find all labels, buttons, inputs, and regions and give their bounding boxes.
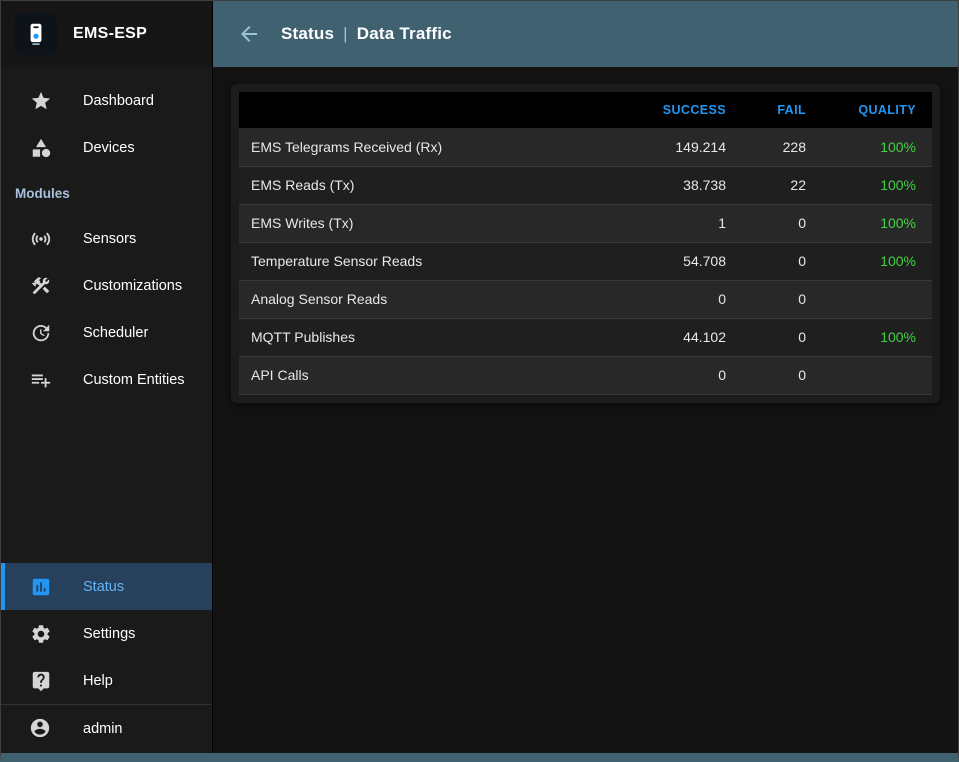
app-logo-row: EMS-ESP	[1, 1, 212, 67]
row-quality-value: 100%	[822, 242, 932, 281]
table-row: API Calls 0 0	[239, 356, 932, 395]
sidebar-item-sensors[interactable]: Sensors	[1, 215, 212, 262]
sidebar-item-dashboard[interactable]: Dashboard	[1, 77, 212, 124]
data-traffic-card: SUCCESS FAIL QUALITY EMS Telegrams Recei…	[231, 84, 940, 403]
sidebar-user-admin[interactable]: admin	[1, 704, 212, 753]
sidebar-item-status[interactable]: Status	[1, 563, 212, 610]
playlist-add-icon	[29, 368, 53, 392]
row-label: EMS Reads (Tx)	[239, 166, 622, 205]
sidebar-item-customizations[interactable]: Customizations	[1, 262, 212, 309]
row-success-value: 44.102	[622, 318, 742, 357]
schedule-icon	[29, 321, 53, 345]
sidebar: EMS-ESP Dashboard Devices Modules	[1, 1, 213, 753]
appbar: Status | Data Traffic	[213, 1, 958, 67]
row-label: API Calls	[239, 356, 622, 395]
row-fail-value: 0	[742, 356, 822, 395]
sidebar-item-scheduler[interactable]: Scheduler	[1, 309, 212, 356]
column-header-success: SUCCESS	[622, 92, 742, 128]
sidebar-nav: Dashboard Devices Modules Sensors Cus	[1, 67, 212, 704]
content-area: SUCCESS FAIL QUALITY EMS Telegrams Recei…	[213, 67, 958, 753]
sidebar-item-custom-entities[interactable]: Custom Entities	[1, 356, 212, 403]
row-quality-value	[822, 280, 932, 319]
row-success-value: 0	[622, 356, 742, 395]
table-row: EMS Writes (Tx) 1 0 100%	[239, 204, 932, 243]
sidebar-item-help[interactable]: Help	[1, 657, 212, 704]
sidebar-item-settings[interactable]: Settings	[1, 610, 212, 657]
row-success-value: 149.214	[622, 128, 742, 167]
back-button[interactable]	[231, 16, 267, 52]
column-header-label	[239, 92, 622, 128]
row-label: Analog Sensor Reads	[239, 280, 622, 319]
page-title-page: Data Traffic	[356, 24, 452, 43]
sidebar-item-label: Settings	[83, 625, 136, 642]
traffic-table-body: EMS Telegrams Received (Rx) 149.214 228 …	[239, 128, 932, 395]
sidebar-item-label: Help	[83, 672, 113, 689]
column-header-fail: FAIL	[742, 92, 822, 128]
row-fail-value: 22	[742, 166, 822, 205]
construction-icon	[29, 274, 53, 298]
sidebar-item-label: Status	[83, 578, 125, 595]
sidebar-section-modules: Modules	[15, 185, 70, 201]
sidebar-item-label: Custom Entities	[83, 371, 185, 388]
row-fail-value: 0	[742, 280, 822, 319]
category-icon	[29, 136, 53, 160]
row-fail-value: 0	[742, 242, 822, 281]
page-title: Status | Data Traffic	[281, 24, 452, 44]
sidebar-item-label: Sensors	[83, 230, 137, 247]
row-quality-value: 100%	[822, 204, 932, 243]
table-header: SUCCESS FAIL QUALITY	[239, 92, 932, 128]
row-success-value: 54.708	[622, 242, 742, 281]
row-label: Temperature Sensor Reads	[239, 242, 622, 281]
arrow-back-icon	[237, 22, 261, 46]
column-header-quality: QUALITY	[822, 92, 932, 128]
table-row: EMS Reads (Tx) 38.738 22 100%	[239, 166, 932, 205]
account-circle-icon	[29, 717, 53, 741]
row-quality-value	[822, 356, 932, 395]
sensors-icon	[29, 227, 53, 251]
table-row: MQTT Publishes 44.102 0 100%	[239, 318, 932, 357]
main-area: Status | Data Traffic S	[213, 1, 958, 753]
table-row: EMS Telegrams Received (Rx) 149.214 228 …	[239, 128, 932, 167]
ems-esp-logo-icon	[15, 13, 57, 55]
sidebar-item-devices[interactable]: Devices	[1, 124, 212, 171]
row-label: MQTT Publishes	[239, 318, 622, 357]
assessment-icon	[29, 575, 53, 599]
data-traffic-table: SUCCESS FAIL QUALITY EMS Telegrams Recei…	[239, 92, 932, 395]
app-title: EMS-ESP	[73, 25, 148, 42]
sidebar-item-label: Dashboard	[83, 92, 154, 109]
page-title-section: Status	[281, 24, 335, 43]
row-label: EMS Telegrams Received (Rx)	[239, 128, 622, 167]
sidebar-item-label: Customizations	[83, 277, 183, 294]
row-label: EMS Writes (Tx)	[239, 204, 622, 243]
table-row: Analog Sensor Reads 0 0	[239, 280, 932, 319]
sidebar-spacer	[1, 403, 212, 563]
user-label: admin	[83, 721, 123, 737]
row-success-value: 38.738	[622, 166, 742, 205]
page-title-separator: |	[343, 24, 348, 43]
sidebar-item-label: Scheduler	[83, 324, 149, 341]
row-success-value: 1	[622, 204, 742, 243]
table-row: Temperature Sensor Reads 54.708 0 100%	[239, 242, 932, 281]
row-quality-value: 100%	[822, 128, 932, 167]
row-quality-value: 100%	[822, 166, 932, 205]
row-success-value: 0	[622, 280, 742, 319]
help-icon	[29, 669, 53, 693]
row-fail-value: 0	[742, 204, 822, 243]
star-icon	[29, 89, 53, 113]
row-quality-value: 100%	[822, 318, 932, 357]
gear-icon	[29, 622, 53, 646]
row-fail-value: 228	[742, 128, 822, 167]
sidebar-item-label: Devices	[83, 139, 135, 156]
row-fail-value: 0	[742, 318, 822, 357]
